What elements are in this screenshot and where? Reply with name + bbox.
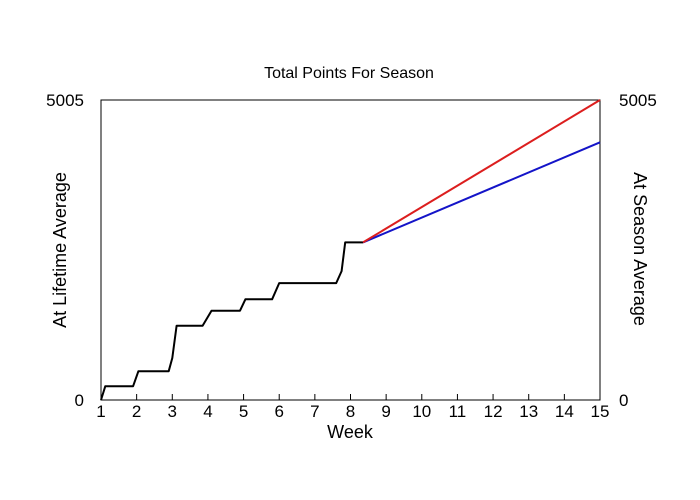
x-tick-label: 13 [519,402,538,421]
left-y-tick-label: 0 [75,391,84,410]
right-y-tick-label: 0 [619,391,628,410]
series-line-lifetime [362,141,601,244]
x-tick-label: 3 [168,402,177,421]
series-line-season [362,99,601,244]
x-tick-label: 7 [310,402,319,421]
x-tick-label: 4 [203,402,212,421]
x-tick-label: 8 [346,402,355,421]
x-axis-label: Week [327,422,374,442]
x-tick-label: 2 [132,402,141,421]
right-axis-label: At Season Average [630,172,650,326]
x-axis-ticks: 1 2 3 4 5 6 7 8 9 10 11 12 13 14 15 [96,394,609,421]
series-group [100,99,601,401]
series-line-actual [100,241,363,401]
x-tick-label: 15 [591,402,610,421]
x-tick-label: 12 [484,402,503,421]
left-y-tick-label: 5005 [46,91,84,110]
left-axis-label: At Lifetime Average [50,172,70,328]
x-tick-label: 6 [274,402,283,421]
x-tick-label: 5 [239,402,248,421]
y-axis-ticks: 0 5005 0 5005 [46,91,657,410]
chart-title: Total Points For Season [264,65,434,82]
x-tick-label: 11 [449,402,467,421]
x-tick-label: 1 [96,402,105,421]
x-tick-label: 9 [381,402,390,421]
x-tick-label: 10 [412,402,431,421]
right-y-tick-label: 5005 [619,91,657,110]
x-tick-label: 14 [555,402,574,421]
